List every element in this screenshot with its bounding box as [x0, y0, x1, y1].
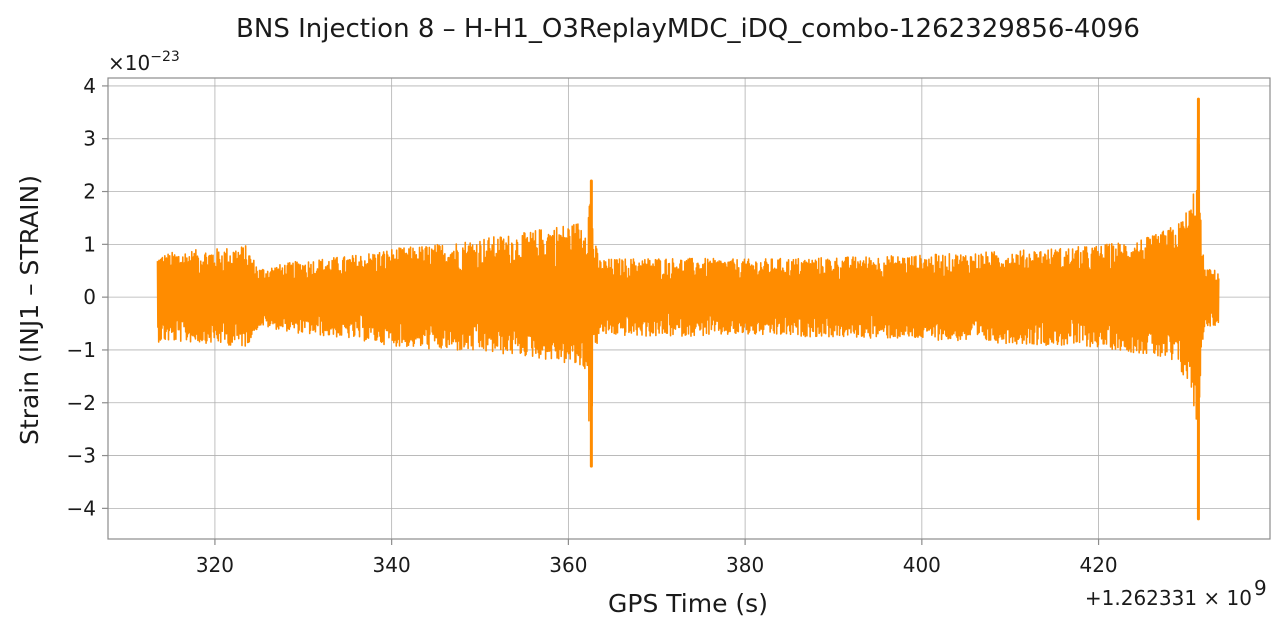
y-scale-exp: −23	[150, 49, 180, 65]
x-tick-label: 420	[1079, 553, 1117, 577]
x-tick-label: 360	[549, 553, 587, 577]
chart-title: BNS Injection 8 – H-H1_O3ReplayMDC_iDQ_c…	[236, 14, 1140, 44]
y-axis-ticks: −4 −3 −2 −1 0 1 2 3 4	[67, 74, 108, 520]
y-axis-label: Strain (INJ1 – STRAIN)	[15, 175, 44, 445]
x-axis-ticks: 320 340 360 380 400 420	[196, 539, 1118, 577]
y-tick-label: −1	[67, 338, 96, 362]
x-tick-label: 320	[196, 553, 234, 577]
strain-series	[156, 97, 1220, 521]
y-tick-label: 2	[83, 180, 96, 204]
x-tick-label: 400	[903, 553, 941, 577]
strain-line	[156, 137, 1220, 499]
y-tick-label: 0	[83, 285, 96, 309]
y-tick-label: −4	[67, 496, 96, 520]
y-tick-label: 3	[83, 127, 96, 151]
y-tick-label: 4	[83, 74, 96, 98]
x-axis-label: GPS Time (s)	[608, 589, 768, 618]
x-tick-label: 380	[726, 553, 764, 577]
x-offset-exp: 9	[1254, 576, 1267, 600]
y-tick-label: 1	[83, 232, 96, 256]
x-tick-label: 340	[373, 553, 411, 577]
y-tick-label: −3	[67, 444, 96, 468]
plot-frame	[107, 77, 1271, 540]
y-scale-label: ×10−23	[108, 49, 180, 75]
y-tick-label: −2	[67, 391, 96, 415]
x-offset-label: +1.262331 × 10	[1085, 586, 1252, 610]
